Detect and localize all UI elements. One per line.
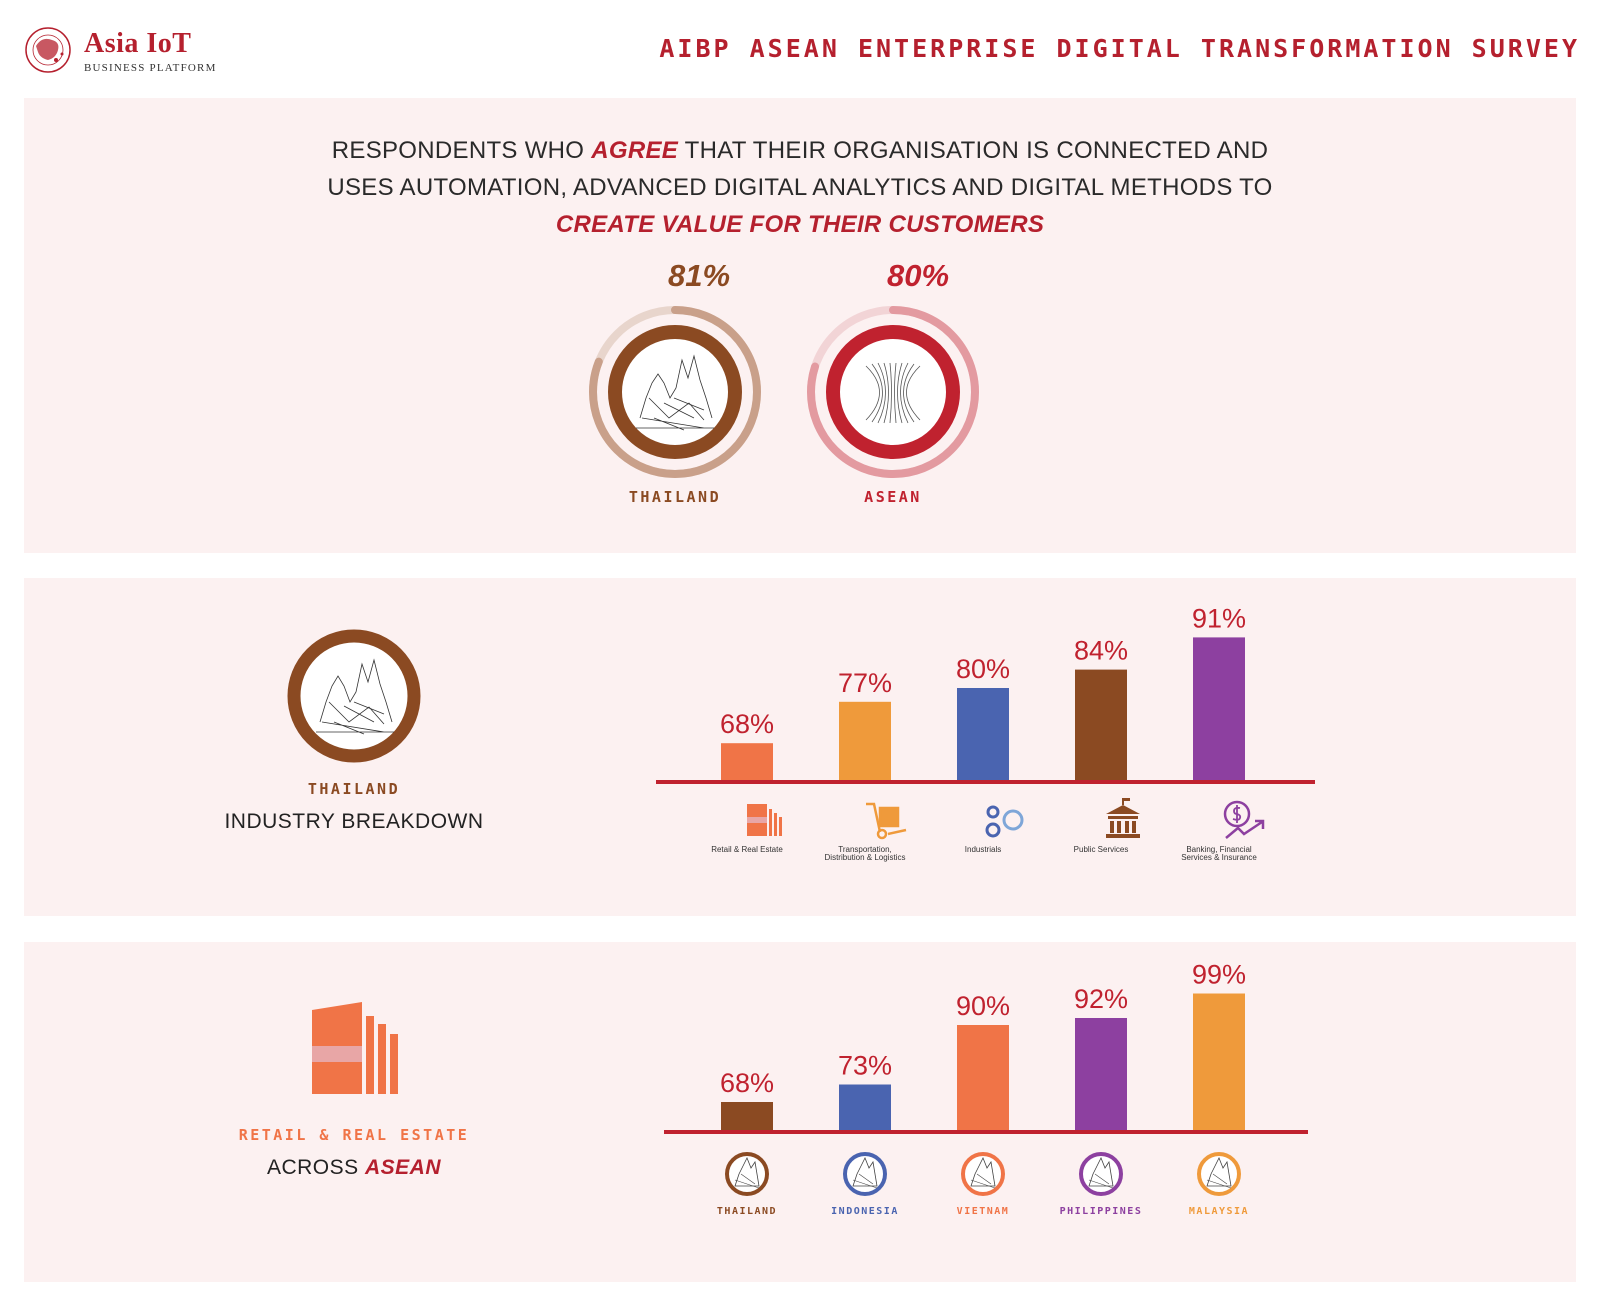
category-label-banking-financial-services-insurance: Services & Insurance [1181, 853, 1257, 862]
industry-breakdown-chart: 68% 77% 80% 84% 91% [287, 603, 1315, 862]
summary-rings-chart [589, 306, 979, 478]
indonesia-badge-icon [843, 1152, 887, 1196]
bar-indonesia [839, 1084, 891, 1130]
vietnam-badge-icon [961, 1152, 1005, 1196]
bar-philippines [1075, 1018, 1127, 1130]
asean-emblem-icon [865, 362, 921, 424]
summary-panel: RESPONDENTS WHO AGREE THAT THEIR ORGANIS… [24, 98, 1576, 553]
bar-value-banking-financial-services-insurance: 91% [1192, 603, 1246, 633]
headline-line-3: CREATE VALUE FOR THEIR CUSTOMERS [555, 211, 1045, 238]
category-label-retail-real-estate: Retail & Real Estate [711, 845, 783, 854]
country-label-vietnam: VIETNAM [957, 1206, 1010, 1217]
survey-title: AIBP ASEAN ENTERPRISE DIGITAL TRANSFORMA… [659, 34, 1580, 63]
bar-value-retail-real-estate: 68% [720, 709, 774, 739]
country-label-philippines: PHILIPPINES [1060, 1206, 1143, 1217]
retail-across-asean-chart: 68% 73% 90% 92% 99% THAILAND INDONESIA VIETNAM… [312, 960, 1308, 1217]
thailand-badge-icon [725, 1152, 769, 1196]
bar-thailand [721, 1102, 773, 1130]
philippines-badge-icon [1079, 1152, 1123, 1196]
category-label-industrials: Industrials [965, 845, 1001, 854]
retail-subtitle-text: ACROSS [266, 1156, 365, 1179]
thailand-badge [608, 325, 742, 459]
hand-truck-icon [866, 802, 907, 840]
page-header: Asia IoT BUSINESS PLATFORM AIBP ASEAN EN… [0, 0, 1600, 96]
thailand-badge-large [287, 629, 421, 763]
country-label-thailand: THAILAND [717, 1206, 777, 1217]
bar-public-services [1075, 669, 1127, 780]
thailand-label: THAILAND [628, 488, 722, 506]
asean-badge [826, 325, 960, 459]
industry-breakdown-panel: 68% 77% 80% 84% 91% [24, 578, 1576, 916]
bar-vietnam [957, 1025, 1009, 1130]
retail-subtitle-asean: ASEAN [365, 1156, 442, 1179]
category-label-banking-financial-services-insurance: Banking, Financial [1186, 845, 1252, 854]
bar-value-indonesia: 73% [838, 1051, 892, 1081]
bar-value-public-services: 84% [1074, 636, 1128, 666]
bar-value-philippines: 92% [1074, 984, 1128, 1014]
category-label-public-services: Public Services [1074, 845, 1129, 854]
malaysia-badge-icon [1197, 1152, 1241, 1196]
breakdown-title: THAILAND [307, 780, 401, 798]
headline: RESPONDENTS WHO AGREE THAT THEIR ORGANIS… [24, 132, 1576, 243]
country-label-malaysia: MALAYSIA [1189, 1206, 1249, 1217]
headline-line-1: RESPONDENTS WHO AGREE THAT THEIR ORGANIS… [24, 132, 1576, 169]
logo-title: Asia IoT [84, 28, 192, 59]
retail-subtitle: ACROSS ASEAN [204, 1156, 504, 1180]
retail-title: RETAIL & REAL ESTATE [238, 1126, 470, 1144]
category-label-transportation-distribution-logistics: Distribution & Logistics [825, 853, 906, 862]
thai-temple-icon [636, 354, 714, 431]
finance-growth-icon [1223, 800, 1265, 839]
thai-temple-icon [316, 658, 394, 735]
bar-industrials [957, 688, 1009, 780]
bar-transportation-distribution-logistics [839, 701, 891, 780]
asean-percentage: 80% [886, 258, 950, 293]
bar-retail-real-estate [721, 743, 773, 780]
bar-value-transportation-distribution-logistics: 77% [838, 668, 892, 698]
government-building-icon [1106, 798, 1140, 838]
retail-across-asean-panel: 68% 73% 90% 92% 99% THAILAND INDONESIA VIETNAM… [24, 942, 1576, 1282]
headline-emphasis-agree: AGREE [591, 137, 679, 164]
building-icon [747, 804, 782, 836]
thailand-ring [589, 306, 761, 478]
category-label-transportation-distribution-logistics: Transportation, [838, 845, 892, 854]
bar-value-malaysia: 99% [1192, 960, 1246, 990]
thailand-progress-arc [589, 306, 761, 478]
bar-malaysia [1193, 993, 1245, 1130]
retail-building-icon [312, 1002, 398, 1094]
asia-iot-logo[interactable]: Asia IoT BUSINESS PLATFORM [22, 24, 242, 76]
thailand-percentage: 81% [667, 258, 731, 293]
headline-line-2: USES AUTOMATION, ADVANCED DIGITAL ANALYT… [327, 174, 1273, 201]
bar-banking-financial-services-insurance [1193, 637, 1245, 780]
gears-icon [985, 805, 1024, 838]
bar-value-industrials: 80% [956, 654, 1010, 684]
headline-text: RESPONDENTS WHO [331, 137, 592, 164]
logo-subtitle: BUSINESS PLATFORM [84, 62, 217, 74]
asean-progress-arc [807, 306, 979, 478]
headline-text: THAT THEIR ORGANISATION IS CONNECTED AND [678, 137, 1269, 164]
bar-value-thailand: 68% [720, 1068, 774, 1098]
breakdown-subtitle: INDUSTRY BREAKDOWN [224, 810, 484, 833]
asean-ring [807, 306, 979, 478]
country-label-indonesia: INDONESIA [831, 1206, 899, 1217]
asia-map-emblem-icon [25, 27, 71, 73]
asean-label: ASEAN [864, 488, 922, 506]
bar-value-vietnam: 90% [956, 991, 1010, 1021]
